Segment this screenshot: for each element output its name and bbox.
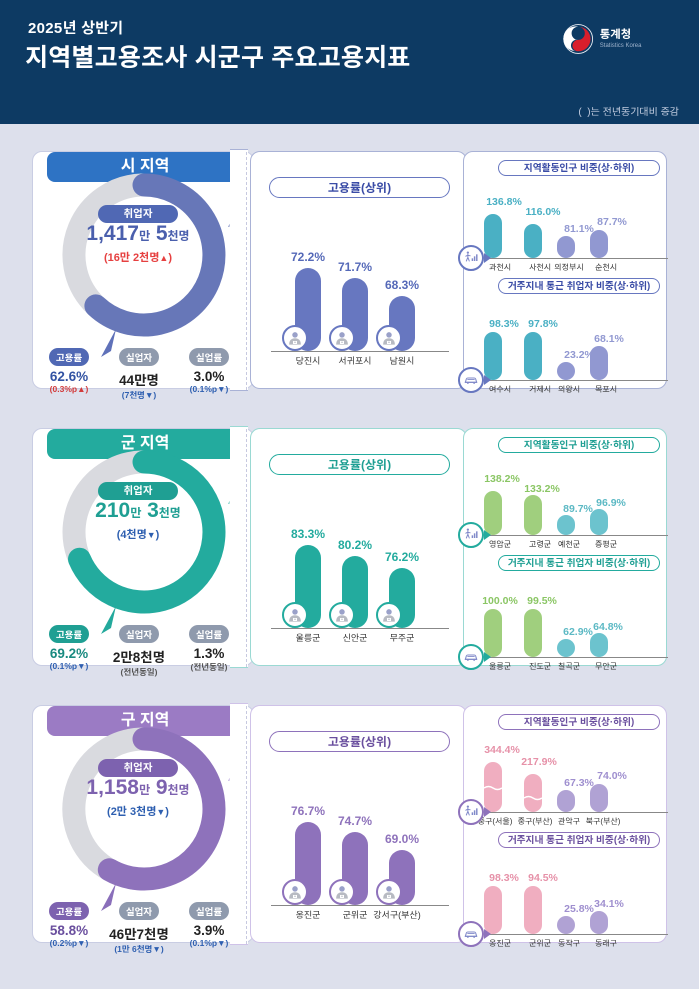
svg-text:Statistics Korea: Statistics Korea [600,43,642,49]
svg-text:통계청: 통계청 [600,26,631,42]
